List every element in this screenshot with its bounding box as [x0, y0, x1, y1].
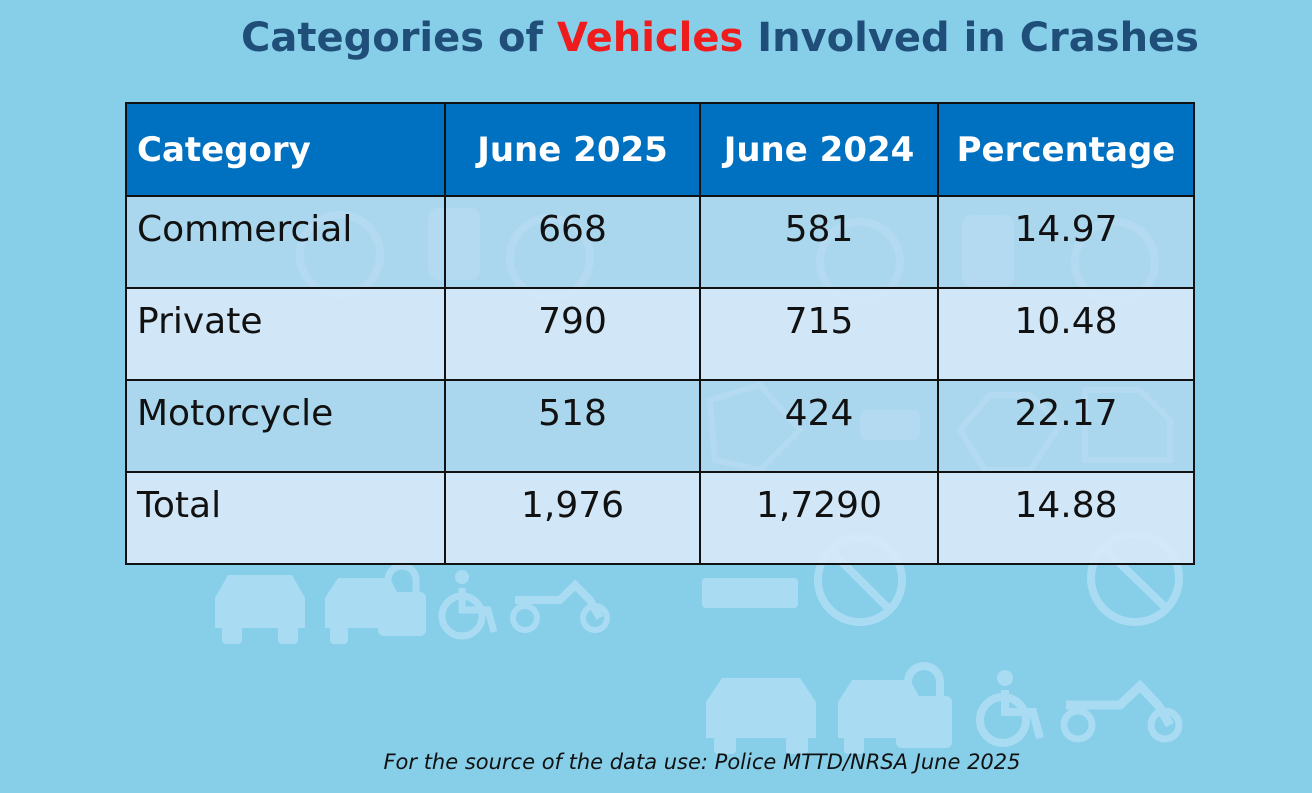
scooter-icon [1060, 679, 1183, 743]
vehicle-categories-table: Category June 2025 June 2024 Percentage … [125, 102, 1195, 565]
category-cell: Total [125, 471, 446, 565]
table-row-total: Total 1,976 1,7290 14.88 [125, 471, 1195, 565]
category-cell: Private [125, 287, 446, 381]
padlock-icon [378, 562, 426, 636]
header-percentage: Percentage [937, 102, 1195, 197]
title-suffix: Involved in Crashes [743, 15, 1199, 61]
header-june-2025: June 2025 [444, 102, 701, 197]
table-row: Private 790 715 10.48 [125, 287, 1195, 381]
title-highlight: Vehicles [556, 15, 744, 61]
source-note: For the source of the data use: Police M… [383, 750, 1021, 774]
percentage-cell: 22.17 [937, 379, 1195, 473]
percentage-cell: 10.48 [937, 287, 1195, 381]
wheelchair-icon [438, 570, 498, 640]
june-2024-cell: 424 [699, 379, 939, 473]
percentage-cell: 14.88 [937, 471, 1195, 565]
scooter-icon [510, 579, 610, 633]
category-cell: Motorcycle [125, 379, 446, 473]
june-2024-cell: 1,7290 [699, 471, 939, 565]
june-2024-cell: 581 [699, 195, 939, 289]
category-cell: Commercial [125, 195, 446, 289]
percentage-cell: 14.97 [937, 195, 1195, 289]
padlock-icon [896, 662, 952, 748]
june-2025-cell: 518 [444, 379, 701, 473]
header-category: Category [125, 102, 446, 197]
june-2025-cell: 668 [444, 195, 701, 289]
wheelchair-icon [976, 670, 1044, 747]
june-2025-cell: 1,976 [444, 471, 701, 565]
table-row: Commercial 668 581 14.97 [125, 195, 1195, 289]
table-row: Motorcycle 518 424 22.17 [125, 379, 1195, 473]
header-june-2024: June 2024 [699, 102, 939, 197]
june-2025-cell: 790 [444, 287, 701, 381]
car-icon [706, 678, 816, 754]
title-prefix: Categories of [240, 15, 557, 61]
table-header-row: Category June 2025 June 2024 Percentage [125, 102, 1195, 197]
june-2024-cell: 715 [699, 287, 939, 381]
slide-title: Categories of Vehicles Involved in Crash… [0, 8, 1312, 68]
car-icon [215, 575, 305, 644]
barrier-icon [702, 578, 798, 608]
